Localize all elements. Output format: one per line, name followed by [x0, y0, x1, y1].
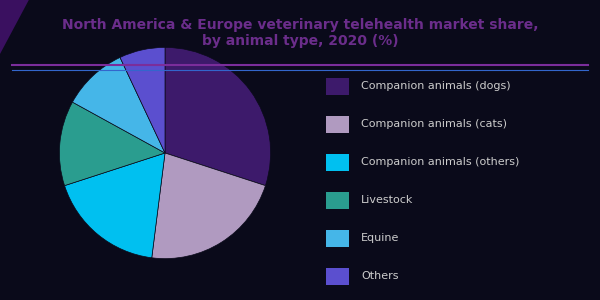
- Wedge shape: [73, 58, 165, 153]
- Bar: [326, 154, 349, 171]
- Wedge shape: [65, 153, 165, 258]
- Bar: [326, 192, 349, 209]
- Text: North America & Europe veterinary telehealth market share,
by animal type, 2020 : North America & Europe veterinary telehe…: [62, 18, 538, 48]
- Text: Livestock: Livestock: [361, 195, 413, 205]
- Bar: [326, 78, 349, 95]
- Wedge shape: [165, 47, 271, 186]
- Polygon shape: [0, 0, 29, 54]
- Wedge shape: [59, 102, 165, 186]
- Text: Companion animals (dogs): Companion animals (dogs): [361, 81, 511, 91]
- Wedge shape: [152, 153, 265, 259]
- Text: Equine: Equine: [361, 233, 400, 243]
- Bar: [326, 268, 349, 285]
- Bar: [326, 116, 349, 133]
- Text: Companion animals (others): Companion animals (others): [361, 157, 520, 167]
- Wedge shape: [120, 47, 165, 153]
- Text: Others: Others: [361, 272, 398, 281]
- Bar: [326, 230, 349, 247]
- Text: Companion animals (cats): Companion animals (cats): [361, 119, 507, 129]
